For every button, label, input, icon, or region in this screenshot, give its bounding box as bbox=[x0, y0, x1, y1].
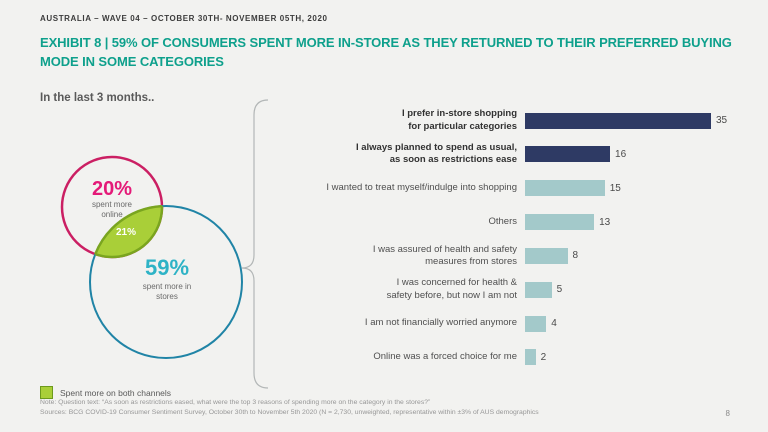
bar-row: I was concerned for health & safety befo… bbox=[295, 273, 745, 306]
footer: Note: Question text: “As soon as restric… bbox=[40, 398, 738, 418]
bar-category-label: I was assured of health and safety measu… bbox=[372, 243, 517, 267]
online-label-line1: spent more bbox=[92, 200, 133, 209]
bar bbox=[525, 180, 605, 197]
bar-row: Online was a forced choice for me 2 bbox=[295, 341, 745, 374]
bar-category-label: Others bbox=[488, 215, 517, 227]
report-kicker: AUSTRALIA – WAVE 04 – OCTOBER 30TH- NOVE… bbox=[40, 14, 328, 23]
stores-pct: 59% bbox=[145, 255, 189, 280]
page-number: 8 bbox=[725, 409, 730, 418]
bar-row: I always planned to spend as usual, as s… bbox=[295, 138, 745, 171]
sources-text: Sources: BCG COVID-19 Consumer Sentiment… bbox=[40, 409, 539, 417]
bar bbox=[525, 281, 552, 298]
bar-wrap: 2 bbox=[525, 349, 711, 366]
bar-value: 8 bbox=[572, 250, 579, 262]
bar-category-label: I always planned to spend as usual, as s… bbox=[355, 142, 517, 166]
bar-value: 5 bbox=[556, 284, 563, 296]
bar-wrap: 15 bbox=[525, 180, 711, 197]
bar bbox=[525, 315, 547, 332]
bar-value: 4 bbox=[551, 318, 557, 330]
online-label-line2: online bbox=[101, 210, 123, 219]
bar-wrap: 4 bbox=[525, 315, 711, 332]
stores-circle bbox=[89, 205, 243, 359]
legend: Spent more on both channels bbox=[40, 386, 171, 399]
bar-wrap: 8 bbox=[525, 247, 711, 264]
bar-row: Others 13 bbox=[295, 206, 745, 239]
note-text: Note: Question text: “As soon as restric… bbox=[40, 399, 431, 406]
overlap-pct: 21% bbox=[116, 227, 136, 238]
bar bbox=[525, 349, 536, 366]
bar-value: 35 bbox=[716, 115, 728, 126]
bar-chart: I prefer in-store shopping for particula… bbox=[295, 104, 745, 374]
stores-label-line2: stores bbox=[156, 292, 178, 301]
bar-row: I wanted to treat myself/indulge into sh… bbox=[295, 172, 745, 205]
bar-row: I am not financially worried anymore 4 bbox=[295, 307, 745, 340]
venn-heading: In the last 3 months.. bbox=[40, 92, 155, 104]
stores-label-line1: spent more in bbox=[143, 282, 191, 291]
bar-row: I was assured of health and safety measu… bbox=[295, 239, 745, 272]
bar-value: 16 bbox=[615, 148, 627, 160]
legend-swatch-icon bbox=[40, 386, 53, 399]
bar-category-label: I wanted to treat myself/indulge into sh… bbox=[326, 182, 517, 194]
bar-wrap: 35 bbox=[525, 112, 727, 129]
venn-overlap bbox=[88, 204, 164, 259]
bar-value: 2 bbox=[540, 351, 547, 363]
bar bbox=[525, 112, 711, 129]
bar-wrap: 16 bbox=[525, 146, 711, 163]
bar bbox=[525, 214, 595, 231]
bar-wrap: 13 bbox=[525, 214, 711, 231]
bar-row: I prefer in-store shopping for particula… bbox=[295, 104, 745, 137]
exhibit-title: EXHIBIT 8 | 59% OF CONSUMERS SPENT MORE … bbox=[40, 35, 732, 69]
bar bbox=[525, 247, 568, 264]
bar-value: 15 bbox=[609, 182, 621, 194]
online-pct: 20% bbox=[92, 178, 132, 200]
legend-label: Spent more on both channels bbox=[60, 387, 172, 398]
bar-category-label: I am not financially worried anymore bbox=[364, 317, 517, 329]
bar-category-label: I was concerned for health & safety befo… bbox=[386, 277, 517, 301]
venn-diagram: 20% spent more online 21% 59% spent more… bbox=[60, 155, 243, 359]
brace-connector bbox=[241, 99, 269, 389]
bar bbox=[525, 146, 611, 163]
bar-category-label: I prefer in-store shopping for particula… bbox=[401, 108, 517, 132]
bar-category-label: Online was a forced choice for me bbox=[373, 351, 517, 363]
bar-value: 13 bbox=[599, 216, 611, 228]
bar-wrap: 5 bbox=[525, 281, 711, 298]
